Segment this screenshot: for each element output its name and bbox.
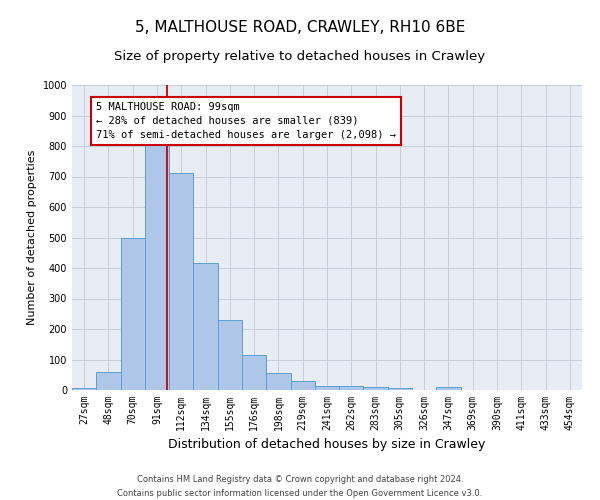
Bar — [339, 386, 364, 390]
Bar — [266, 372, 290, 390]
Bar — [218, 320, 242, 390]
Bar — [72, 388, 96, 390]
Bar — [145, 140, 169, 390]
Text: 5, MALTHOUSE ROAD, CRAWLEY, RH10 6BE: 5, MALTHOUSE ROAD, CRAWLEY, RH10 6BE — [135, 20, 465, 35]
Bar — [169, 174, 193, 390]
Text: 5 MALTHOUSE ROAD: 99sqm
← 28% of detached houses are smaller (839)
71% of semi-d: 5 MALTHOUSE ROAD: 99sqm ← 28% of detache… — [96, 102, 396, 140]
Bar — [121, 238, 145, 390]
Bar — [315, 386, 339, 390]
Text: Size of property relative to detached houses in Crawley: Size of property relative to detached ho… — [115, 50, 485, 63]
Bar — [193, 264, 218, 390]
Y-axis label: Number of detached properties: Number of detached properties — [27, 150, 37, 325]
Bar — [388, 388, 412, 390]
Bar — [436, 387, 461, 390]
Bar — [290, 381, 315, 390]
Bar — [96, 372, 121, 390]
Text: Contains HM Land Registry data © Crown copyright and database right 2024.
Contai: Contains HM Land Registry data © Crown c… — [118, 476, 482, 498]
X-axis label: Distribution of detached houses by size in Crawley: Distribution of detached houses by size … — [169, 438, 485, 452]
Bar — [242, 355, 266, 390]
Bar — [364, 387, 388, 390]
